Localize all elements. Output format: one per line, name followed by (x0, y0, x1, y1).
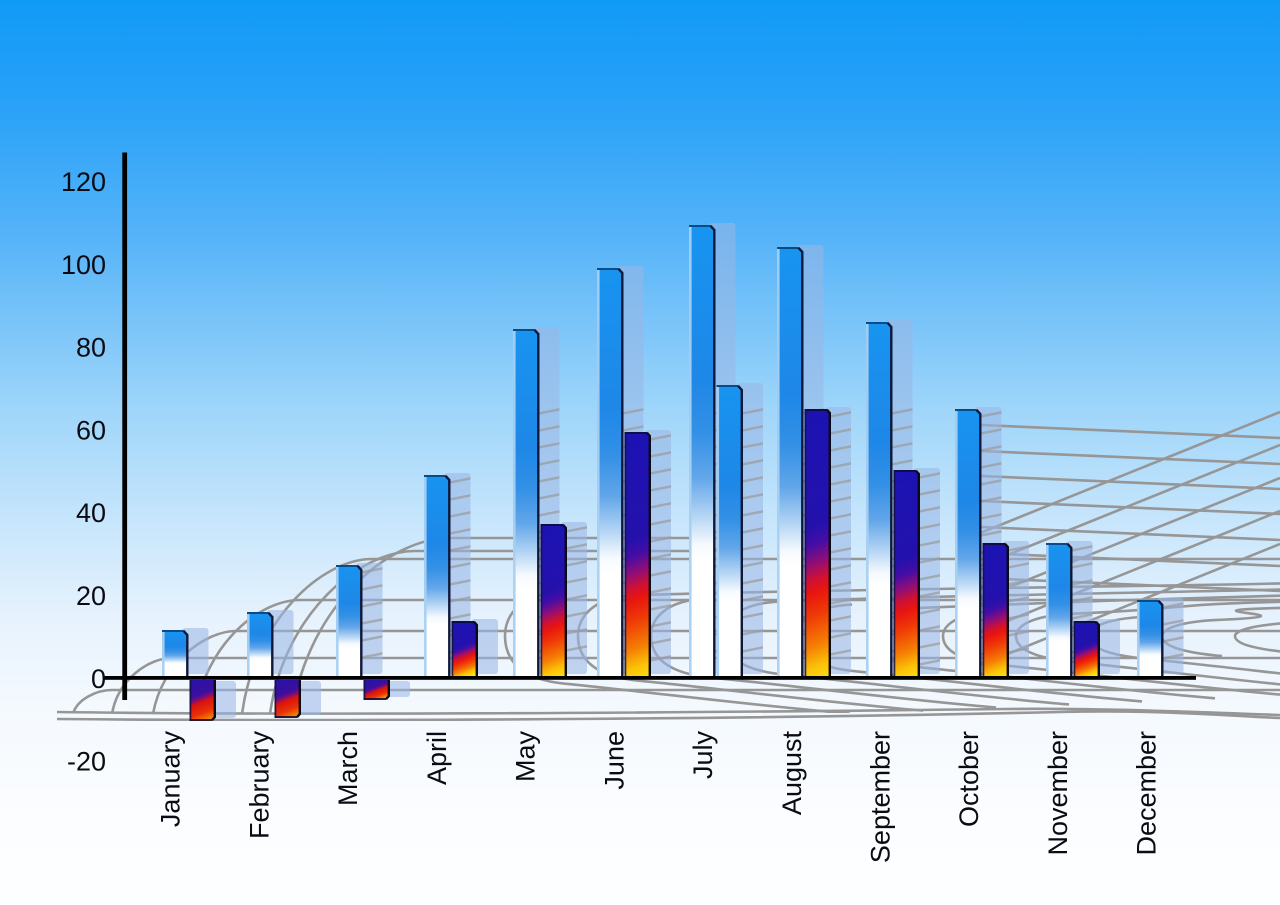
svg-text:80: 80 (76, 333, 106, 363)
svg-text:February: February (244, 731, 274, 840)
svg-text:40: 40 (76, 498, 106, 528)
svg-text:August: August (777, 731, 807, 816)
svg-text:-20: -20 (67, 747, 106, 777)
svg-text:120: 120 (61, 167, 106, 197)
svg-text:20: 20 (76, 581, 106, 611)
svg-text:September: September (866, 731, 896, 863)
svg-text:July: July (688, 731, 718, 780)
svg-text:January: January (156, 731, 186, 828)
svg-text:May: May (511, 731, 541, 783)
svg-text:100: 100 (61, 250, 106, 280)
svg-text:April: April (422, 731, 452, 785)
svg-text:November: November (1043, 731, 1073, 856)
svg-text:0: 0 (91, 664, 106, 694)
svg-text:June: June (599, 731, 629, 790)
svg-text:March: March (333, 731, 363, 806)
svg-text:December: December (1132, 731, 1162, 856)
svg-text:October: October (954, 731, 984, 827)
svg-text:60: 60 (76, 415, 106, 445)
